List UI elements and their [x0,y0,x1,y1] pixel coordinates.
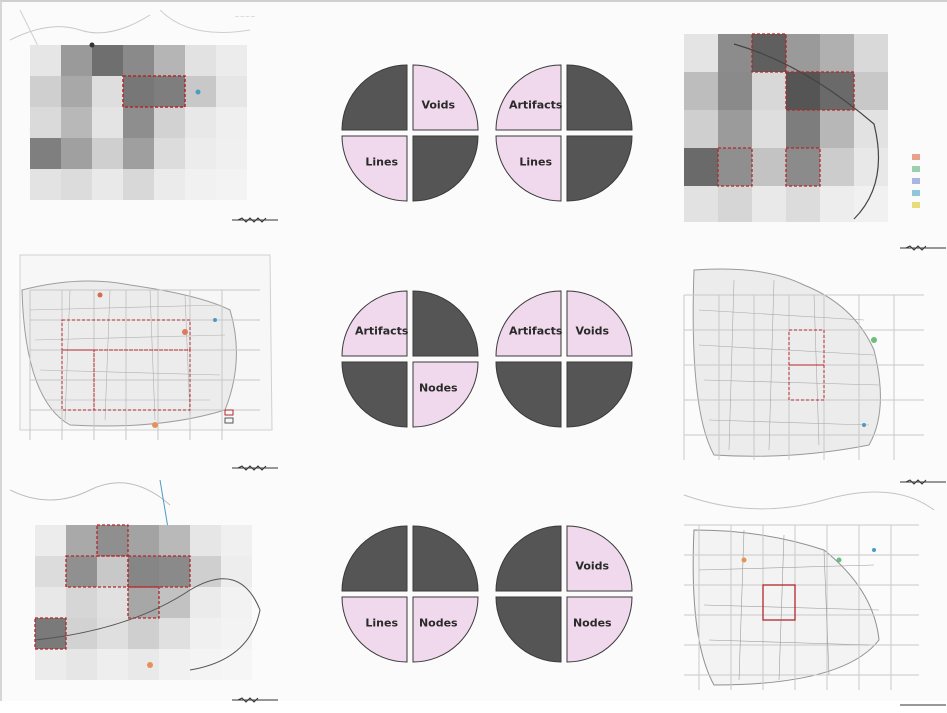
quadrant-label: Artifacts [509,325,563,338]
map-panel-right-bottom [674,490,947,695]
quadrant-bottom-left-empty [495,361,562,428]
quadrant-top-right-empty [412,290,479,357]
quadrant-top-left-empty [341,64,408,131]
scale-bar [230,210,280,229]
quadrant-top-right-filled [566,525,633,592]
quadrant-bottom-left-filled [495,135,562,202]
highlight-box [122,75,186,108]
shaded-cells [30,45,247,200]
quadrant-circle-1: Voids Lines [340,63,480,207]
quadrant-circle-svg: Artifacts Nodes [341,290,479,428]
map-panel-right-top [674,24,947,224]
quadrant-top-left-filled [495,290,562,357]
quadrant-circle-svg: Artifacts Voids [495,290,633,428]
quadrant-label: Lines [365,616,398,629]
quadrant-bottom-right-empty [566,135,633,202]
quadrant-bottom-right-empty [566,361,633,428]
quadrant-top-right-filled [412,64,479,131]
map-left-middle-svg [19,254,273,440]
quadrant-bottom-right-filled [412,596,479,663]
quadrant-label: Voids [421,99,455,112]
scale-bar [898,694,947,713]
quadrant-label: Lines [519,155,552,168]
map-right-middle-svg [683,268,924,460]
quadrant-label: Voids [575,560,609,573]
quadrant-label: Lines [365,155,398,168]
quadrant-circle-5: Lines Nodes [340,524,480,668]
scale-bar [230,690,280,709]
map-panel-left-middle [10,250,290,450]
map-right-bottom-svg [683,491,935,690]
svg-text:— — — —: — — — — [235,14,255,19]
quadrant-label: Voids [575,325,609,338]
map-panel-right-middle [674,260,947,465]
quadrant-bottom-left-filled [341,135,408,202]
map-panel-left-bottom [10,480,290,690]
quadrant-circle-svg: Artifacts Lines [495,64,633,202]
quadrant-label: Artifacts [355,325,409,338]
quadrant-bottom-right-empty [412,135,479,202]
quadrant-circle-svg: Voids Lines [341,64,479,202]
quadrant-top-left-empty [495,525,562,592]
quadrant-label: Nodes [419,381,458,394]
quadrant-bottom-left-filled [341,596,408,663]
quadrant-circle-3: Artifacts Nodes [340,289,480,433]
quadrant-circle-2: Artifacts Lines [494,63,634,207]
scale-bar [898,472,947,491]
quadrant-top-right-empty [412,525,479,592]
map-panel-left-top: — — — — [10,10,290,230]
quadrant-bottom-right-filled [566,596,633,663]
shaded-cells [35,525,252,680]
quadrant-circle-svg: Lines Nodes [341,525,479,663]
scale-bar [230,458,280,477]
quadrant-bottom-right-filled [412,361,479,428]
quadrant-top-left-filled [495,64,562,131]
quadrant-circle-svg: Voids Nodes [495,525,633,663]
quadrant-bottom-left-empty [341,361,408,428]
quadrant-label: Artifacts [509,99,563,112]
quadrant-top-left-empty [341,525,408,592]
quadrant-circle-6: Voids Nodes [494,524,634,668]
quadrant-top-left-filled [341,290,408,357]
scale-bar [898,238,947,257]
map-left-bottom-svg [10,480,261,680]
map-left-top-svg: — — — — [10,10,255,200]
quadrant-label: Nodes [419,616,458,629]
legend-swatches [912,154,920,208]
quadrant-top-right-filled [566,290,633,357]
map-right-top-svg [684,33,920,222]
quadrant-top-right-empty [566,64,633,131]
shaded-cells [684,34,888,222]
quadrant-label: Nodes [573,616,612,629]
quadrant-circle-4: Artifacts Voids [494,289,634,433]
quadrant-bottom-left-empty [495,596,562,663]
